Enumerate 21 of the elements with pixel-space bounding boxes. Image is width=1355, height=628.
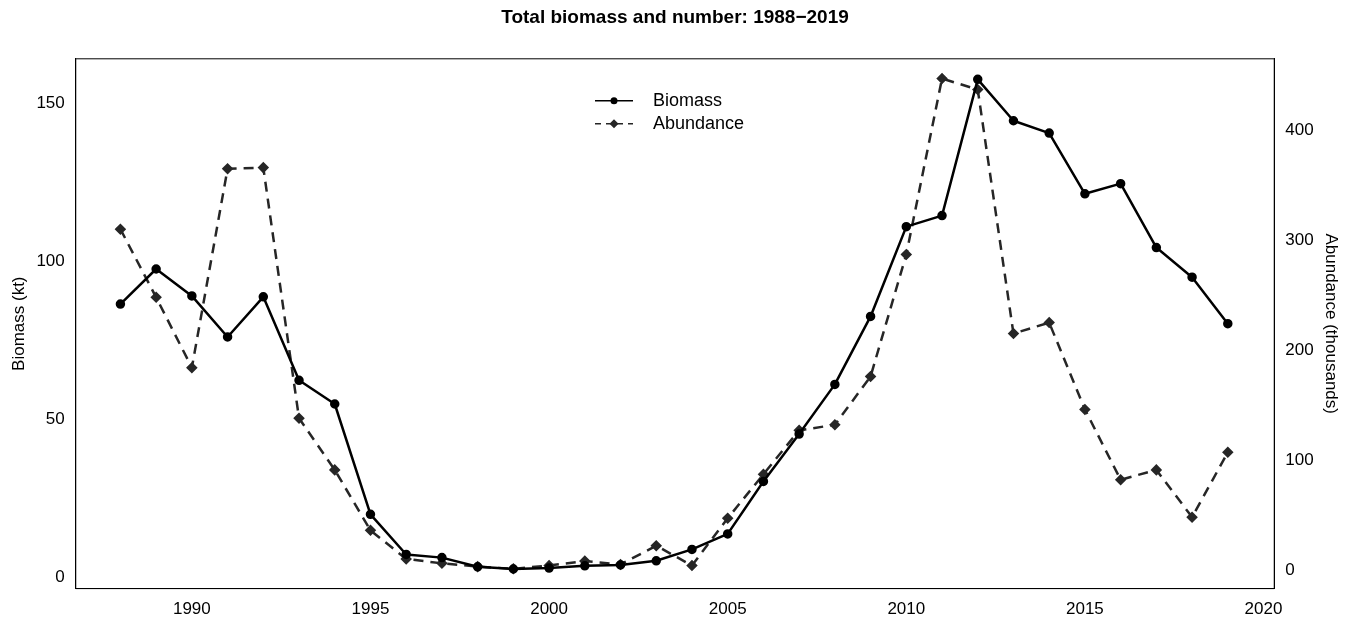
legend-label: Biomass [653,89,723,110]
x-tick-label: 1990 [172,599,211,619]
y2-tick-label: 300 [1285,229,1314,249]
legend-label: Abundance [653,112,745,133]
y-tick-label: 150 [36,92,65,112]
x-tick-label: 2015 [1066,599,1104,619]
x-tick-label: 2010 [887,599,926,619]
y2-tick-label: 100 [1285,449,1314,469]
x-tick-label: 2020 [1244,599,1283,619]
x-tick-label: 2000 [530,599,568,619]
y2-tick-label: 400 [1285,119,1314,139]
x-tick-label: 2005 [708,599,747,619]
x-tick-label: 1995 [351,599,390,619]
y-axis-title: Biomass (kt) [8,276,28,371]
y2-tick-label: 0 [1285,559,1295,579]
y2-axis-title: Abundance (thousands) [1322,233,1342,414]
y2-tick-label: 200 [1285,339,1314,359]
y-tick-label: 0 [55,566,65,586]
y-tick-label: 100 [36,250,65,270]
y-tick-label: 50 [45,408,65,428]
chart-title: Total biomass and number: 1988−2019 [501,5,849,27]
